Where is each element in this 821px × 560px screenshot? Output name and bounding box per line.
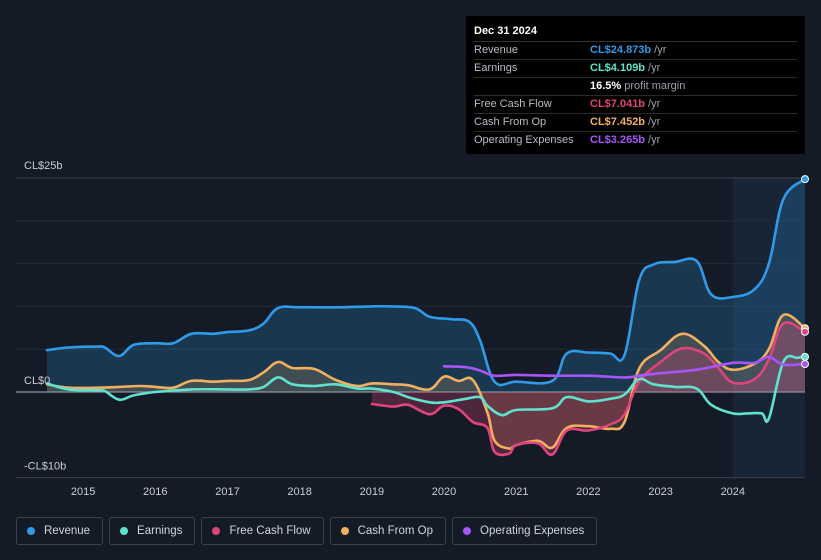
legend-dot-icon [212, 527, 221, 535]
legend-label: Free Cash Flow [229, 525, 311, 537]
legend-label: Revenue [44, 525, 91, 537]
legend-label: Cash From Op [357, 525, 434, 537]
series-lines [45, 177, 807, 457]
x-tick-label: 2022 [576, 486, 600, 498]
series-areas [47, 179, 805, 455]
tooltip-row: Operating Expenses CL$3.265b/yr [474, 132, 797, 149]
x-tick-label: 2015 [71, 486, 95, 498]
legend-dot-icon [463, 527, 472, 535]
legend-item-revenue[interactable]: Revenue [16, 517, 104, 545]
tooltip-row-unit: /yr [654, 44, 667, 56]
legend-item-free-cash-flow[interactable]: Free Cash Flow [201, 517, 324, 545]
free-cash-flow-area [371, 322, 805, 455]
tooltip-row-value: CL$3.265b [590, 134, 646, 146]
operating-expenses-end-marker [801, 360, 809, 369]
forecast-highlight-band [732, 178, 805, 478]
tooltip-row: 16.5% profit margin [474, 78, 797, 96]
y-tick-label: CL$0 [24, 375, 50, 387]
x-tick-label: 2017 [215, 486, 239, 498]
earnings-end-marker [801, 352, 809, 361]
tooltip-row-value: CL$4.109b [590, 62, 646, 74]
x-tick-label: 2019 [360, 486, 384, 498]
series-endpoints [801, 175, 809, 369]
legend-dot-icon [340, 527, 349, 535]
x-tick-label: 2016 [143, 486, 167, 498]
legend-item-earnings[interactable]: Earnings [109, 517, 196, 545]
cash-from-op-line [45, 313, 807, 450]
tooltip-row: Free Cash Flow CL$7.041b/yr [474, 96, 797, 114]
tooltip-row-label: Free Cash Flow [474, 98, 552, 110]
cash-from-op-area [47, 314, 805, 449]
tooltip-row-value: CL$24.873b [590, 44, 652, 56]
x-tick-label: 2018 [287, 486, 311, 498]
tooltip-row-unit: /yr [648, 98, 661, 110]
tooltip-row-label: Earnings [474, 62, 518, 74]
x-tick-label: 2020 [432, 486, 456, 498]
tooltip-row-unit: /yr [648, 62, 661, 74]
y-tick-label: -CL$10b [24, 461, 66, 473]
tooltip-row-value: CL$7.041b [590, 98, 646, 110]
tooltip-row-value: CL$7.452b [590, 116, 646, 128]
earnings-line [45, 354, 807, 424]
chart-legend: Revenue Earnings Free Cash Flow Cash From O… [16, 517, 603, 545]
tooltip-row-unit: /yr [648, 116, 661, 128]
tooltip-date: Dec 31 2024 [474, 24, 797, 42]
operating-expenses-line [442, 355, 807, 379]
chart-grid [16, 177, 805, 479]
tooltip-row-unit: profit margin [624, 80, 686, 92]
legend-dot-icon [120, 527, 129, 535]
tooltip-row-label: Cash From Op [474, 116, 547, 128]
legend-item-cash-from-op[interactable]: Cash From Op [329, 517, 447, 545]
tooltip-row: Earnings CL$4.109b/yr [474, 60, 797, 78]
tooltip-row-label: Revenue [474, 44, 519, 56]
revenue-line [45, 177, 807, 387]
free-cash-flow-end-marker [801, 327, 809, 336]
x-tick-label: 2021 [504, 486, 528, 498]
y-tick-label: CL$25b [24, 160, 63, 172]
x-tick-label: 2024 [721, 486, 745, 498]
revenue-area [47, 179, 805, 392]
x-tick-label: 2023 [648, 486, 672, 498]
tooltip-row-unit: /yr [648, 134, 661, 146]
legend-label: Earnings [137, 525, 183, 537]
free-cash-flow-line [370, 321, 807, 457]
tooltip-row: Cash From Op CL$7.452b/yr [474, 114, 797, 132]
y-axis-labels: CL$25b CL$0 -CL$10b [24, 160, 66, 473]
data-tooltip: Dec 31 2024 Revenue CL$24.873b/yr Earnings… [466, 16, 805, 154]
revenue-end-marker [801, 175, 809, 184]
legend-label: Operating Expenses [480, 525, 585, 537]
x-axis-labels: 2015 2016 2017 2018 2019 2020 2021 2022 2023 2024 [71, 486, 745, 498]
tooltip-row-label: Operating Expenses [474, 134, 574, 146]
tooltip-row-label [474, 78, 590, 95]
tooltip-row: Revenue CL$24.873b/yr [474, 42, 797, 60]
legend-dot-icon [27, 527, 35, 535]
legend-item-operating-expenses[interactable]: Operating Expenses [452, 517, 598, 545]
tooltip-row-value: 16.5% [590, 80, 622, 92]
